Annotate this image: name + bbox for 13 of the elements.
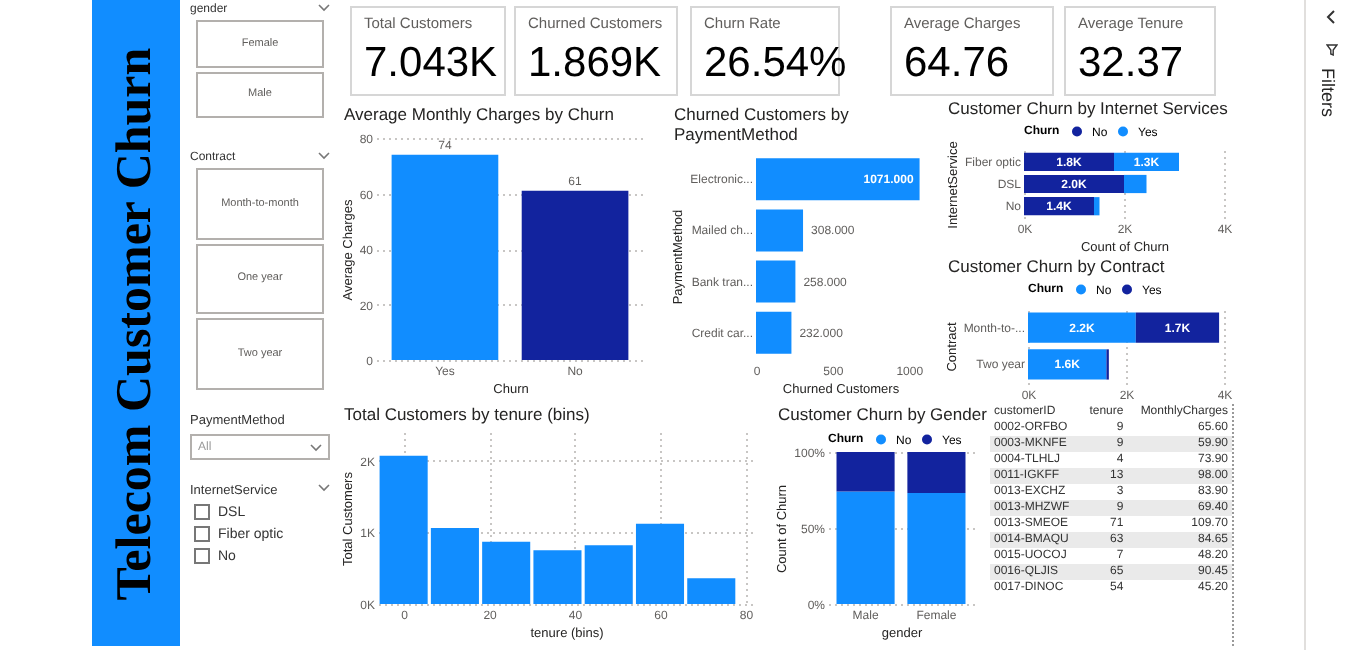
text: 7.043K <box>364 40 498 88</box>
text: 32.37 <box>1078 40 1186 88</box>
chart-title: Churned Customers by PaymentMethod <box>672 104 851 148</box>
chart-title: Total Customers by tenure (bins) <box>342 404 592 428</box>
text: 64.76 <box>904 40 1012 88</box>
chart-title: Customer Churn by Contract <box>946 256 1167 278</box>
chart-title: Customer Churn by Internet Services <box>946 98 1230 120</box>
chart-title: Average Monthly Charges by Churn <box>342 104 616 128</box>
text: 1.869K <box>528 40 664 88</box>
text: 26.54% <box>704 40 847 88</box>
text: Filters <box>1318 68 1338 117</box>
text: Telecom Customer Churn <box>108 46 164 600</box>
chart-title: Customer Churn by Gender <box>776 404 987 428</box>
